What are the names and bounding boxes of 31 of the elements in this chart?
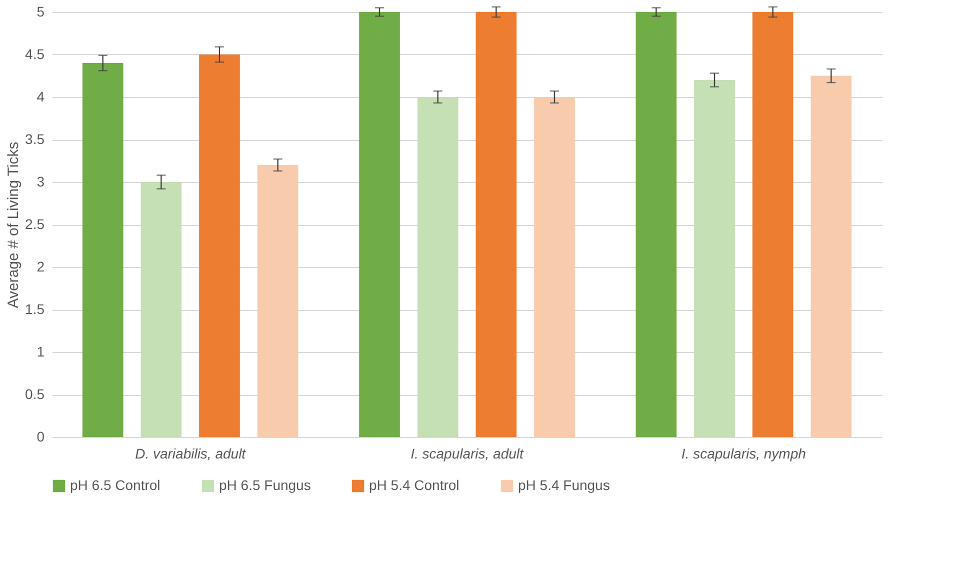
x-tick-label: I. scapularis, adult [410, 446, 525, 462]
bar [257, 165, 298, 437]
legend-label: pH 5.4 Fungus [518, 477, 610, 493]
y-tick-label: 5 [36, 4, 45, 20]
y-tick-label: 3 [36, 174, 45, 190]
y-tick-label: 1.5 [25, 301, 45, 317]
bar [140, 182, 182, 437]
bar [810, 76, 852, 437]
y-tick-label: 3.5 [25, 131, 45, 147]
bar [476, 12, 517, 437]
bar [534, 97, 575, 437]
legend-label: pH 5.4 Control [369, 477, 460, 493]
x-tick-label: D. variabilis, adult [135, 446, 247, 462]
bar [752, 12, 794, 437]
y-tick-label: 4 [36, 88, 45, 104]
bar [359, 12, 400, 437]
legend-label: pH 6.5 Control [70, 477, 160, 493]
y-tick-label: 2 [36, 258, 45, 274]
y-tick-label: 1 [36, 344, 45, 360]
bar [694, 80, 735, 437]
bar [82, 63, 124, 437]
bar [636, 12, 677, 437]
y-tick-label: 0 [36, 428, 45, 444]
legend-label: pH 6.5 Fungus [219, 477, 311, 493]
x-tick-label: I. scapularis, nymph [681, 446, 806, 462]
y-tick-label: 4.5 [25, 46, 45, 62]
y-tick-label: 2.5 [25, 216, 45, 232]
bar [417, 97, 458, 437]
bar [199, 54, 240, 437]
y-tick-label: 0.5 [25, 386, 45, 402]
y-axis-title: Average # of Living Ticks [5, 142, 22, 308]
